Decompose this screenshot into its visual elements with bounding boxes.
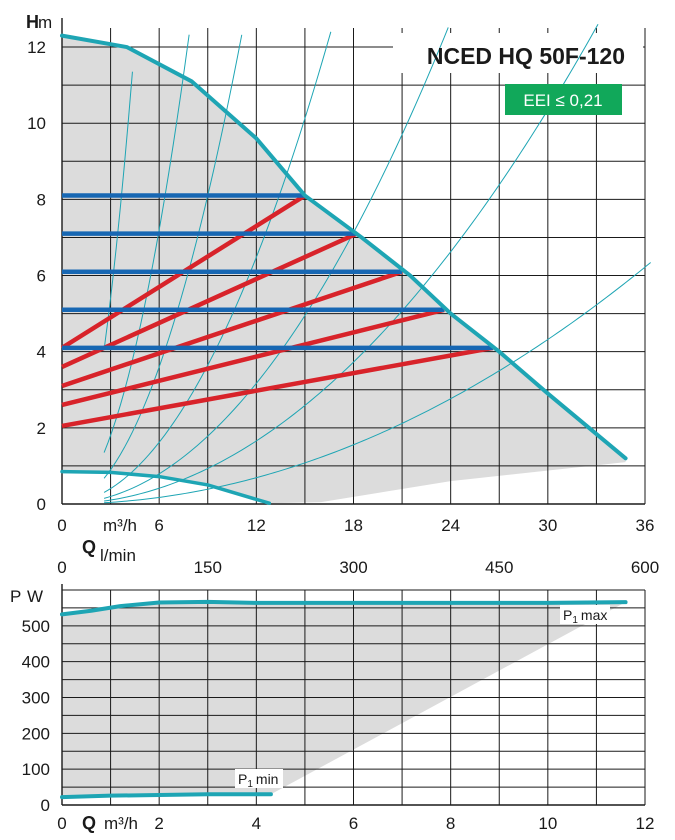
- head-y-tick-label: 10: [27, 114, 46, 133]
- max-speed-curve: [60, 33, 628, 461]
- power-x-title: Q: [82, 813, 96, 833]
- power-operating-area: [62, 601, 626, 798]
- power-series-label-bg: [235, 769, 283, 788]
- power-y-tick-label: 200: [22, 724, 50, 743]
- head-x2-tick-label: 450: [485, 558, 513, 577]
- system-curve-2: [103, 34, 243, 479]
- head-y-tick-label: 8: [37, 190, 46, 209]
- eei-badge: [505, 84, 622, 115]
- system-curve-6: [104, 262, 651, 504]
- proportional-pressure-line-4: [61, 307, 445, 408]
- head-x-tick-label: 12: [247, 516, 266, 535]
- proportional-pressure-line-2: [61, 231, 358, 369]
- power-x-tick-label: 10: [538, 814, 557, 833]
- head-x2-unit: l/min: [100, 546, 136, 565]
- head-y-tick-label: 0: [37, 495, 46, 514]
- min-speed-curve: [60, 469, 272, 505]
- power-x-tick-label: 4: [252, 814, 261, 833]
- head-x2-tick-label: 150: [194, 558, 222, 577]
- power-y-tick-label: 300: [22, 689, 50, 708]
- eei-badge-text: EEI ≤ 0,21: [523, 91, 602, 110]
- head-y-tick-label: 6: [37, 267, 46, 286]
- head-x-tick-label: 6: [154, 516, 163, 535]
- power-y-title: P: [10, 587, 21, 606]
- power-x-tick-label: 12: [636, 814, 655, 833]
- head-operating-area: [62, 35, 626, 504]
- head-y-tick-label: 12: [27, 38, 46, 57]
- head-y-title: H: [26, 12, 39, 32]
- p1-min-curve: [60, 792, 273, 800]
- head-x-tick-label: 0: [57, 516, 66, 535]
- head-x-tick-label: 18: [344, 516, 363, 535]
- power-series-label: P1 max: [563, 607, 607, 626]
- head-y-tick-label: 4: [37, 343, 46, 362]
- head-x-title: Q: [82, 537, 96, 557]
- head-y-tick-label: 2: [37, 419, 46, 438]
- proportional-pressure-line-5: [61, 345, 494, 429]
- power-y-tick-label: 500: [22, 617, 50, 636]
- power-x-tick-label: 6: [349, 814, 358, 833]
- power-x-tick-label: 8: [446, 814, 455, 833]
- power-series-label-bg: [560, 605, 610, 624]
- head-x-tick-label: 24: [441, 516, 460, 535]
- system-curve-4: [103, 27, 449, 499]
- power-x-tick-label: 2: [154, 814, 163, 833]
- power-series-label: P1 min: [238, 771, 278, 790]
- head-y-unit: m: [38, 13, 52, 32]
- model-label-bg: [393, 33, 643, 73]
- head-x-tick-label: 30: [538, 516, 557, 535]
- power-y-tick-label: 100: [22, 760, 50, 779]
- head-x2-tick-label: 300: [339, 558, 367, 577]
- head-x-tick-label: 36: [636, 516, 655, 535]
- power-x-tick-label: 0: [57, 814, 66, 833]
- power-y-tick-label: 400: [22, 653, 50, 672]
- proportional-pressure-line-3: [61, 269, 403, 389]
- head-x2-tick-label: 0: [57, 558, 66, 577]
- p1-max-curve: [60, 599, 628, 617]
- power-y-tick-label: 0: [41, 796, 50, 815]
- system-curve-0: [103, 71, 133, 350]
- head-x2-tick-label: 600: [631, 558, 659, 577]
- system-curve-5: [104, 23, 599, 502]
- power-y-unit: W: [27, 587, 43, 606]
- power-x-unit: m³/h: [104, 814, 138, 833]
- model-label: NCED HQ 50F-120: [427, 43, 625, 69]
- head-x-unit: m³/h: [103, 516, 137, 535]
